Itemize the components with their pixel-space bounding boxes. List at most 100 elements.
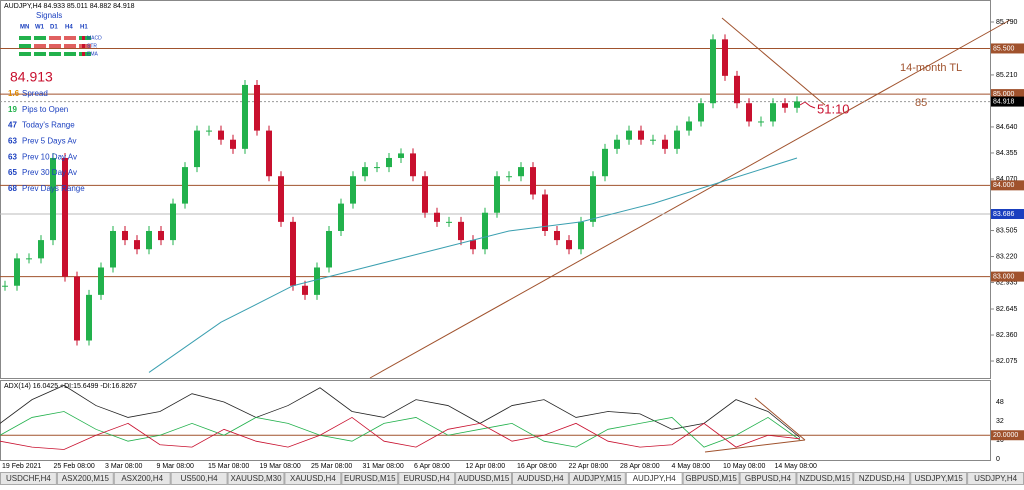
timeframe-label: D1: [50, 25, 58, 31]
candle-body: [722, 39, 728, 76]
time-label: 4 May 08:00: [672, 463, 711, 470]
candle-body: [434, 212, 440, 222]
adx-triangle-bottom: [704, 439, 806, 453]
candle-body: [770, 103, 776, 122]
y-tick-label: 84.640: [996, 124, 1018, 131]
y-tick-label: 82.360: [996, 332, 1018, 339]
candle-body: [302, 285, 308, 295]
timeframe-label: H1: [80, 25, 88, 31]
signal-cell: [34, 44, 46, 48]
y-tick-label: 84.070: [996, 176, 1018, 183]
candle-body: [254, 84, 260, 131]
signal-cell: [49, 36, 61, 40]
y-tick-label: 83.505: [996, 227, 1018, 234]
candle-body: [230, 139, 236, 149]
candle-body: [458, 221, 464, 241]
candle-body: [242, 84, 248, 149]
time-label: 19 Mar 08:00: [260, 463, 301, 470]
timeframe-label: W1: [35, 25, 45, 31]
candle-body: [398, 153, 404, 158]
tab-label[interactable]: USDJPY,H4: [974, 474, 1018, 483]
candle-body: [470, 240, 476, 250]
candle-body: [38, 240, 44, 259]
arrow-dash: [809, 105, 816, 109]
info-number: 1.6: [8, 89, 20, 98]
main-frame: [0, 0, 991, 379]
candle-body: [134, 240, 140, 250]
indicator-tick-label: 32: [996, 418, 1004, 425]
price-box: [991, 96, 1024, 107]
y-tick-label: 82.935: [996, 279, 1018, 286]
tab-label[interactable]: AUDUSD,M15: [458, 474, 510, 483]
candle-body: [614, 139, 620, 149]
signal-cell: [49, 52, 61, 56]
candle-body: [2, 285, 8, 287]
tab-label[interactable]: ASX200,M15: [62, 474, 110, 483]
candle-body: [626, 130, 632, 140]
plus-di-line: [0, 411, 801, 448]
info-number: 47: [8, 121, 17, 130]
y-tick-label: 82.075: [996, 358, 1018, 365]
candle-body: [182, 167, 188, 204]
candle-body: [530, 167, 536, 195]
candle-body: [158, 230, 164, 241]
price-box-label: 84.000: [993, 182, 1015, 189]
tab-label[interactable]: GBPUSD,M15: [685, 474, 737, 483]
candle-body: [566, 240, 572, 250]
indicator-label: ADX(14) 16.0425 +DI:15.6499 -DI:16.8267: [4, 383, 137, 390]
time-label: 22 Apr 08:00: [569, 463, 609, 470]
candle-body: [14, 258, 20, 286]
tab-label[interactable]: EURUSD,M15: [344, 474, 396, 483]
tab-label[interactable]: USDCHF,H4: [6, 474, 51, 483]
candle-body: [494, 176, 500, 213]
price-box-label: 83.000: [993, 273, 1015, 280]
timeframe-label: H4: [65, 25, 73, 31]
candle-body: [314, 267, 320, 295]
signals-title: Signals: [36, 11, 62, 20]
tab-label[interactable]: AUDJPY,M15: [573, 474, 622, 483]
candle-body: [410, 153, 416, 177]
time-label: 10 May 08:00: [723, 463, 766, 470]
time-label: 16 Apr 08:00: [517, 463, 557, 470]
tab-label[interactable]: NZDUSD,H4: [859, 474, 905, 483]
candle-body: [374, 167, 380, 169]
time-label: 25 Mar 08:00: [311, 463, 352, 470]
indicator-tick-label: 48: [996, 399, 1004, 406]
time-label: 6 Apr 08:00: [414, 463, 450, 470]
candle-body: [206, 130, 212, 132]
timeframe-label: MN: [20, 25, 29, 31]
price-box: [991, 43, 1024, 54]
tab-label[interactable]: XAUUSD,M30: [230, 474, 282, 483]
tab-label[interactable]: XAUUSD,H4: [290, 474, 336, 483]
signal-cell: [19, 36, 31, 40]
candle-body: [698, 103, 704, 122]
info-number: 68: [8, 184, 17, 193]
candle-body: [542, 194, 548, 231]
signal-dot: [82, 44, 85, 48]
tab-label[interactable]: EURUSD,H4: [404, 474, 451, 483]
time-label: 28 Apr 08:00: [620, 463, 660, 470]
signal-cell: [49, 44, 61, 48]
candle-body: [686, 121, 692, 131]
candle-body: [386, 157, 392, 168]
signal-cell: [19, 44, 31, 48]
price-box-label: 84.918: [993, 98, 1015, 105]
tab-label[interactable]: AUDUSD,H4: [517, 474, 564, 483]
tab-label[interactable]: US500,H4: [181, 474, 218, 483]
candle-body: [326, 230, 332, 268]
tab-label[interactable]: NZDUSD,M15: [799, 474, 851, 483]
time-label: 14 May 08:00: [775, 463, 818, 470]
candle-body: [86, 294, 92, 341]
info-label: Prev 30 Day Av: [22, 168, 77, 177]
candle-body: [734, 75, 740, 104]
tab-label[interactable]: GBPUSD,H4: [745, 474, 792, 483]
time-label: 25 Feb 08:00: [54, 463, 95, 470]
candle-body: [590, 176, 596, 222]
info-label: Today's Range: [22, 121, 75, 130]
tab-label[interactable]: AUDJPY,H4: [633, 474, 677, 483]
tab-label[interactable]: USDJPY,M15: [915, 474, 964, 483]
signal-cell: [34, 36, 46, 40]
tab-label[interactable]: ASX200,H4: [121, 474, 163, 483]
candle-body: [662, 139, 668, 149]
candle-body: [74, 276, 80, 341]
